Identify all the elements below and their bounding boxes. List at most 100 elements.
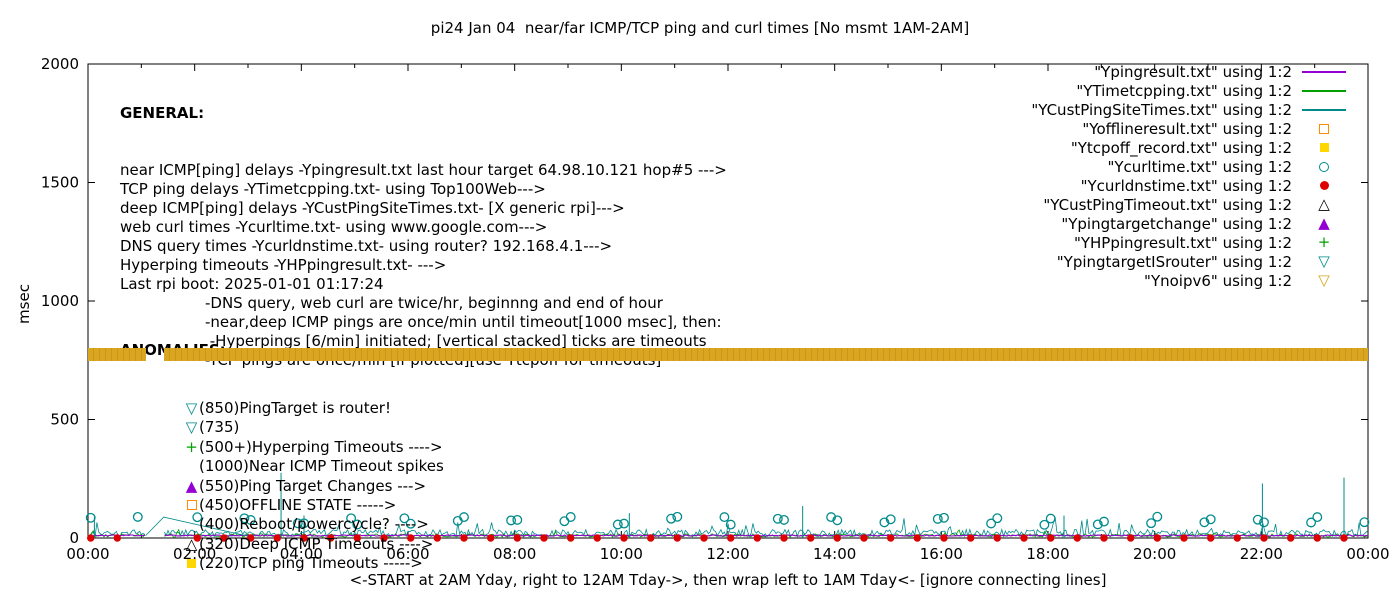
legend-row: "Ypingresult.txt" using 1:2 bbox=[1031, 62, 1350, 81]
curl-time-marker bbox=[299, 518, 309, 529]
legend-sample: ▲ bbox=[1298, 216, 1350, 231]
curl-time-marker bbox=[772, 513, 783, 524]
curl-time-marker bbox=[719, 512, 730, 523]
plus-icon: + bbox=[185, 437, 198, 456]
curl-time-marker bbox=[399, 513, 410, 524]
legend-sample bbox=[1298, 123, 1350, 134]
anomaly-text: (550)Ping Target Changes ---> bbox=[199, 476, 427, 495]
legend-sample: + bbox=[1298, 235, 1350, 250]
legend-row: "YHPpingresult.txt" using 1:2 + bbox=[1031, 233, 1350, 252]
general-line: near ICMP[ping] delays -Ypingresult.txt … bbox=[120, 161, 727, 179]
curl-time-marker bbox=[779, 514, 789, 525]
general-block: GENERAL: near ICMP[ping] delays -Ypingre… bbox=[120, 66, 727, 408]
line-icon bbox=[1302, 70, 1346, 73]
legend-label: "Yofflineresult.txt" using 1:2 bbox=[1082, 119, 1292, 138]
curl-time-marker bbox=[1259, 517, 1269, 528]
curl-time-marker bbox=[612, 519, 623, 530]
dns-time-marker bbox=[1340, 534, 1348, 542]
series-deep-icmp-YCustPingSiteTimes bbox=[87, 522, 146, 538]
curl-time-marker bbox=[1045, 513, 1056, 524]
legend-row: "YCustPingSiteTimes.txt" using 1:2 bbox=[1031, 100, 1350, 119]
general-line: Last rpi boot: 2025-01-01 01:17:24 bbox=[120, 275, 384, 293]
legend-label: "Ypingresult.txt" using 1:2 bbox=[1094, 62, 1292, 81]
anomaly-text: (450)OFFLINE STATE -----> bbox=[199, 496, 397, 515]
curl-time-marker bbox=[292, 518, 303, 529]
connecting-line bbox=[145, 516, 249, 537]
y-axis-label: msec bbox=[15, 284, 33, 324]
legend-label: "YCustPingSiteTimes.txt" using 1:2 bbox=[1031, 100, 1292, 119]
tri-up-open-icon: △ bbox=[1318, 195, 1330, 213]
general-line: -near,deep ICMP pings are once/min until… bbox=[205, 313, 722, 331]
curl-time-marker bbox=[1312, 512, 1323, 523]
x-tick-label: 10:00 bbox=[600, 545, 643, 563]
legend-label: "Ycurldnstime.txt" using 1:2 bbox=[1080, 176, 1292, 195]
anomaly-marker bbox=[184, 554, 199, 573]
x-tick-label: 22:00 bbox=[1240, 545, 1283, 563]
circle-open-icon bbox=[1319, 161, 1329, 172]
dns-time-marker bbox=[487, 534, 495, 542]
legend-label: "Ycurltime.txt" using 1:2 bbox=[1107, 157, 1292, 176]
curl-time-marker bbox=[239, 513, 250, 524]
legend-sample: ▽ bbox=[1298, 273, 1350, 288]
curl-time-marker bbox=[565, 512, 576, 522]
x-tick-label: 04:00 bbox=[280, 545, 323, 563]
series-deep-icmp-YCustPingSiteTimes bbox=[164, 516, 1369, 539]
dns-time-marker bbox=[700, 534, 708, 542]
y-tick-label: 1500 bbox=[41, 174, 79, 192]
legend-sample bbox=[1298, 181, 1350, 190]
anomaly-text: (850)PingTarget is router! bbox=[199, 399, 391, 418]
square-filled-icon bbox=[187, 559, 196, 569]
x-tick-label: 18:00 bbox=[1026, 545, 1069, 563]
curl-time-marker bbox=[1146, 518, 1157, 529]
anomalies-block: ANOMALIES: ▽(850)PingTarget is router!▽(… bbox=[120, 302, 444, 600]
general-heading: GENERAL: bbox=[120, 104, 205, 122]
curl-time-marker bbox=[992, 513, 1003, 524]
tri-down-open-icon: ▽ bbox=[1318, 271, 1330, 289]
dns-time-marker bbox=[780, 534, 788, 542]
dns-time-marker bbox=[273, 534, 281, 542]
noipv6-band-left bbox=[88, 347, 146, 362]
anomaly-item: ▲ (550)Ping Target Changes ---> bbox=[120, 477, 444, 496]
general-line: -DNS query, web curl are twice/hr, begin… bbox=[205, 294, 663, 312]
dns-time-marker bbox=[940, 534, 948, 542]
legend-row: "Yofflineresult.txt" using 1:2 bbox=[1031, 119, 1350, 138]
legend-row: "YpingtargetISrouter" using 1:2 ▽ bbox=[1031, 252, 1350, 271]
dns-time-marker bbox=[1180, 534, 1188, 542]
dns-time-marker bbox=[647, 534, 655, 542]
x-axis-label: <-START at 2AM Yday, right to 12AM Tday-… bbox=[349, 571, 1107, 589]
x-tick-label: 14:00 bbox=[813, 545, 856, 563]
tri-down-open-icon: ▽ bbox=[185, 418, 198, 437]
curl-time-marker bbox=[1099, 516, 1109, 527]
curl-time-marker bbox=[879, 517, 890, 528]
legend-row: "YTimetcpping.txt" using 1:2 bbox=[1031, 81, 1350, 100]
anomaly-item: (400)Reboot/powercycle? ----> bbox=[120, 515, 444, 534]
curl-time-marker bbox=[666, 513, 677, 524]
dns-time-marker bbox=[1127, 534, 1135, 542]
curl-time-marker bbox=[986, 518, 997, 529]
anomaly-items: ▽ (850)PingTarget is router! ▽ (735) +(500+)… bbox=[120, 399, 444, 574]
dns-time-marker bbox=[1100, 534, 1108, 542]
y-tick-label: 0 bbox=[69, 529, 79, 547]
dns-time-marker bbox=[833, 534, 841, 542]
curl-time-marker bbox=[1039, 519, 1050, 530]
anomaly-text: (1000)Near ICMP Timeout spikes bbox=[199, 457, 444, 476]
anomaly-marker bbox=[184, 496, 199, 515]
dns-time-marker bbox=[913, 534, 921, 542]
dns-time-marker bbox=[1153, 534, 1162, 542]
tri-down-open-icon: ▽ bbox=[185, 399, 198, 418]
curl-time-marker bbox=[1359, 517, 1370, 528]
anomaly-item: +(500+)Hyperping Timeouts ----> bbox=[120, 438, 444, 457]
circle-filled-icon bbox=[1319, 181, 1329, 190]
anomaly-item: ▽ (850)PingTarget is router! bbox=[120, 399, 444, 418]
x-tick-label: 00:00 bbox=[66, 545, 109, 563]
y-tick-label: 2000 bbox=[41, 55, 79, 73]
dns-time-marker bbox=[807, 534, 815, 542]
curl-time-marker bbox=[346, 513, 357, 524]
curl-time-marker bbox=[559, 516, 570, 527]
dns-time-marker bbox=[593, 534, 601, 542]
plus-icon: + bbox=[1317, 233, 1331, 251]
legend-row: "Ynoipv6" using 1:2 ▽ bbox=[1031, 271, 1350, 290]
curl-time-marker bbox=[932, 513, 943, 524]
dns-time-marker bbox=[673, 534, 681, 542]
